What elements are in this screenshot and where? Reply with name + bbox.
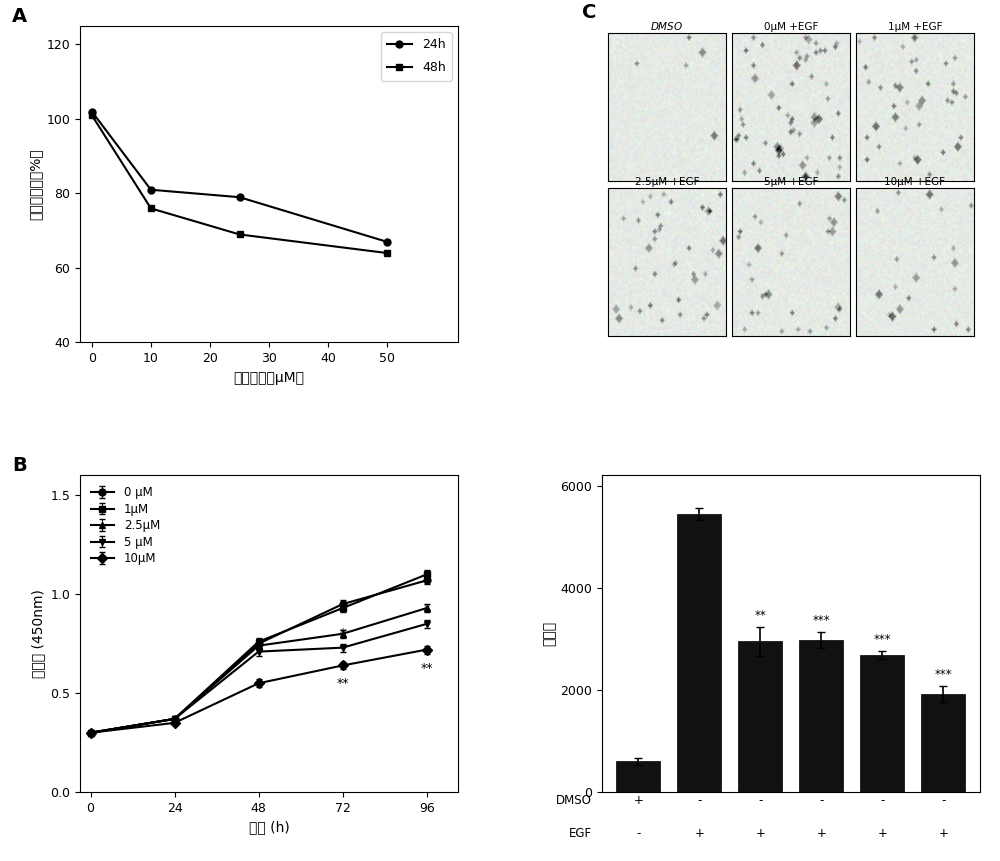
Y-axis label: 细胞存活率（%）: 细胞存活率（%） <box>28 148 42 220</box>
Bar <box>860 655 904 792</box>
Title: 2.5μM +EGF: 2.5μM +EGF <box>635 177 699 187</box>
Text: -: - <box>636 859 641 861</box>
Title: 5μM +EGF: 5μM +EGF <box>764 177 818 187</box>
X-axis label: 时间 (h): 时间 (h) <box>249 821 289 834</box>
Text: 2.5: 2.5 <box>812 859 831 861</box>
Text: EGF: EGF <box>569 827 592 840</box>
Text: -: - <box>819 794 824 808</box>
48h <box>234 229 246 239</box>
Text: A: A <box>12 7 27 26</box>
Text: **: ** <box>755 609 766 622</box>
Legend: 24h, 48h: 24h, 48h <box>381 32 452 81</box>
24h <box>234 192 246 202</box>
Text: +: + <box>634 794 643 808</box>
24h <box>381 237 393 247</box>
Text: ***: *** <box>935 668 952 681</box>
Legend: 0 μM, 1μM, 2.5μM, 5 μM, 10μM: 0 μM, 1μM, 2.5μM, 5 μM, 10μM <box>86 481 165 570</box>
Bar <box>799 640 843 792</box>
Title: $DMSO$: $DMSO$ <box>650 20 684 32</box>
Y-axis label: 克隆数: 克隆数 <box>542 622 556 647</box>
Line: 48h: 48h <box>88 112 391 257</box>
24h <box>86 107 98 117</box>
Bar <box>677 514 721 792</box>
Text: 1: 1 <box>757 859 764 861</box>
Text: *: * <box>424 603 430 616</box>
Text: **: ** <box>420 661 433 674</box>
Line: 24h: 24h <box>88 108 391 245</box>
Text: +: + <box>755 827 765 840</box>
Text: C: C <box>582 3 596 22</box>
48h <box>86 110 98 121</box>
Bar <box>738 641 782 792</box>
Text: 5: 5 <box>879 859 886 861</box>
Text: -: - <box>697 794 702 808</box>
24h <box>145 184 157 195</box>
Text: +: + <box>877 827 887 840</box>
Text: 10: 10 <box>936 859 951 861</box>
Text: -: - <box>636 827 641 840</box>
Bar <box>616 761 660 792</box>
Text: -: - <box>880 794 885 808</box>
Text: -: - <box>941 794 946 808</box>
Text: ***: *** <box>813 614 830 627</box>
Text: B: B <box>12 456 27 475</box>
X-axis label: 异鼠李醇（μM）: 异鼠李醇（μM） <box>234 371 305 385</box>
Text: ***: *** <box>874 633 891 646</box>
48h <box>145 203 157 214</box>
Text: **: ** <box>336 678 349 691</box>
Text: -: - <box>758 794 763 808</box>
Title: 0μM +EGF: 0μM +EGF <box>764 22 818 32</box>
Text: -: - <box>697 859 702 861</box>
Bar <box>921 694 965 792</box>
Text: +: + <box>694 827 704 840</box>
Text: +: + <box>816 827 826 840</box>
48h <box>381 248 393 258</box>
Title: 10μM +EGF: 10μM +EGF <box>884 177 945 187</box>
Text: +: + <box>938 827 948 840</box>
Text: DMSO: DMSO <box>556 794 592 808</box>
Text: *: * <box>339 627 346 640</box>
Title: 1μM +EGF: 1μM +EGF <box>888 22 942 32</box>
Y-axis label: 吸光度 (450nm): 吸光度 (450nm) <box>31 590 45 678</box>
Text: 异鼠李醇: 异鼠李醇 <box>564 859 592 861</box>
